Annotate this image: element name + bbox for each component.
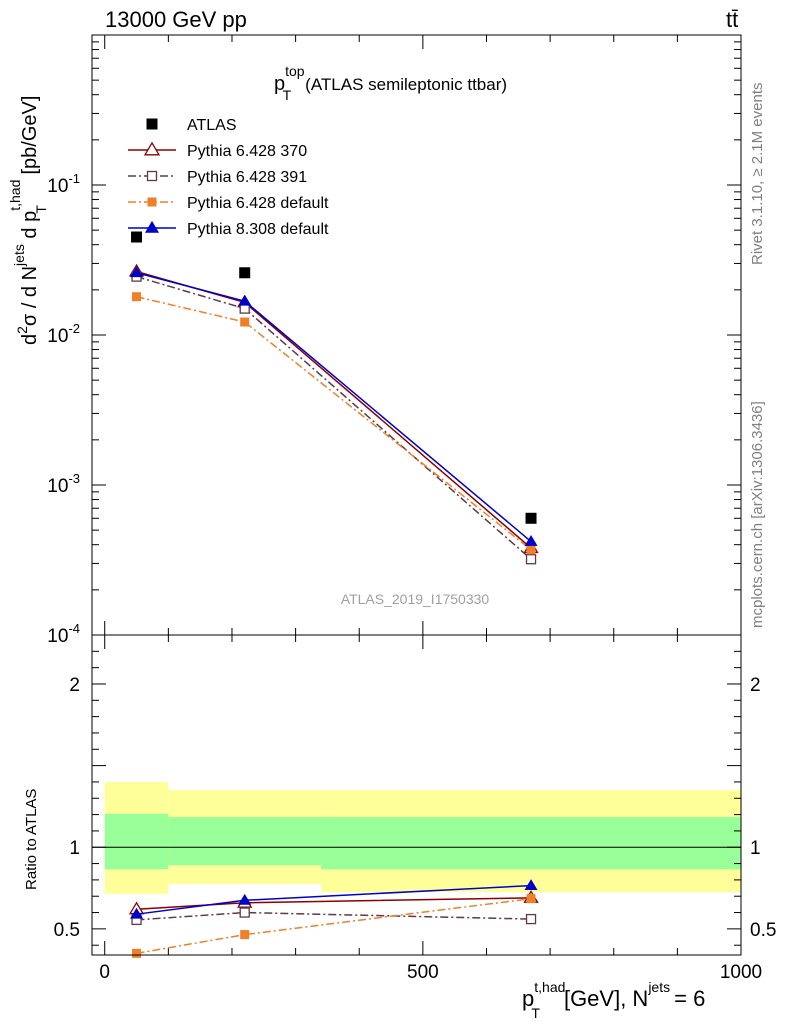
ratio-data-point xyxy=(240,930,250,940)
main-panel-series xyxy=(128,231,539,565)
legend-marker xyxy=(147,197,157,207)
ratio-data-point xyxy=(524,879,538,891)
mcplots-label: mcplots.cern.ch [arXiv:1306.3436] xyxy=(749,401,766,628)
ratio-y-tick-label: 1 xyxy=(69,838,80,859)
header-energy-label: 13000 GeV pp xyxy=(105,7,247,32)
legend-entry: Pythia 6.428 370 xyxy=(128,141,307,160)
legend-marker xyxy=(146,118,158,130)
data-point xyxy=(240,317,250,327)
analysis-watermark: ATLAS_2019_I1750330 xyxy=(341,591,490,607)
ratio-data-point xyxy=(238,893,252,905)
ratio-panel-frame xyxy=(91,634,742,956)
legend-label: Pythia 6.428 default xyxy=(187,195,329,212)
series-line xyxy=(136,272,532,543)
legend: ATLAS Pythia 6.428 370 Pythia 6.428 391 Pyt… xyxy=(128,117,329,238)
data-point xyxy=(131,231,143,243)
series-line xyxy=(136,295,532,551)
legend-entry: ATLAS xyxy=(146,117,237,134)
data-point xyxy=(132,292,142,302)
main-panel-ticks: 10-1 10-2 10-3 10-4 xyxy=(47,35,742,647)
legend-label: Pythia 8.308 default xyxy=(187,221,329,238)
x-tick-label: 0 xyxy=(99,962,110,983)
ratio-series-pythia-6-428-391 xyxy=(131,907,537,926)
series-line xyxy=(136,270,532,549)
data-point xyxy=(526,545,536,555)
ratio-series-line xyxy=(136,911,532,921)
legend-marker xyxy=(143,141,161,156)
ratio-series-pythia-8-308-default xyxy=(130,879,538,919)
uncertainty-band-inner xyxy=(168,817,322,866)
series-pythia-6-428-default xyxy=(132,292,536,555)
data-point xyxy=(239,267,251,279)
data-point xyxy=(130,266,144,278)
ratio-data-point xyxy=(130,907,144,919)
series-pythia-6-428-370 xyxy=(128,263,539,554)
ratio-y-tick-label-right: 0.5 xyxy=(750,920,776,941)
ratio-y-tick-label-right: 1 xyxy=(750,838,761,859)
data-point xyxy=(525,512,537,524)
series-line xyxy=(136,275,532,560)
ratio-panel-series xyxy=(128,879,539,958)
legend-label: Pythia 6.428 391 xyxy=(187,169,307,186)
uncertainty-band-inner xyxy=(321,817,741,870)
rivet-version-label: Rivet 3.1.10, ≥ 2.1M events xyxy=(749,83,766,266)
x-tick-label: 1000 xyxy=(720,962,762,983)
ratio-series-line xyxy=(136,897,532,911)
ratio-y-tick-label: 0.5 xyxy=(54,920,80,941)
y-tick-label: 10-2 xyxy=(47,321,80,347)
legend-label: Pythia 6.428 370 xyxy=(187,143,307,160)
y-tick-label: 10-3 xyxy=(47,471,80,497)
ratio-y-tick-label-right: 2 xyxy=(750,675,761,696)
ratio-panel-bands xyxy=(92,781,741,894)
main-y-axis-label: d2σ / d Njets d pt,had T [pb/GeV] xyxy=(7,96,49,345)
x-axis-label: pt,had T[GeV], Njets = 6 xyxy=(522,979,705,1021)
data-point xyxy=(525,554,537,565)
legend-label: ATLAS xyxy=(187,117,237,134)
uncertainty-band-inner xyxy=(104,813,169,870)
y-tick-label: 10-1 xyxy=(47,171,80,197)
series-pythia-6-428-391 xyxy=(131,271,537,565)
series-pythia-8-308-default xyxy=(130,266,538,546)
ratio-y-tick-label: 2 xyxy=(69,675,80,696)
x-tick-label: 500 xyxy=(407,962,439,983)
main-title: ptop T(ATLAS semileptonic ttbar) xyxy=(274,63,507,103)
ratio-data-point xyxy=(239,907,250,918)
series-atlas xyxy=(131,231,537,524)
legend-entry: Pythia 6.428 391 xyxy=(128,169,307,186)
ratio-data-point xyxy=(132,948,142,958)
legend-marker xyxy=(146,170,158,182)
ratio-y-axis-label: Ratio to ATLAS xyxy=(23,789,40,890)
ratio-data-point xyxy=(526,894,536,904)
header-process-label: tt̄ xyxy=(726,7,738,32)
y-tick-label: 10-4 xyxy=(47,621,80,647)
legend-marker xyxy=(145,220,159,233)
legend-entry: Pythia 6.428 default xyxy=(128,195,329,212)
legend-entry: Pythia 8.308 default xyxy=(128,220,329,238)
ratio-panel-ticks: 2 2 1 1 0.5 0.5 0 500 1000 xyxy=(54,635,776,983)
ratio-series-line xyxy=(136,897,532,955)
ratio-series-pythia-6-428-370 xyxy=(128,890,539,915)
data-point xyxy=(238,294,252,306)
ratio-series-pythia-6-428-default xyxy=(132,894,536,958)
ratio-data-point xyxy=(525,913,537,925)
data-point xyxy=(524,535,538,546)
